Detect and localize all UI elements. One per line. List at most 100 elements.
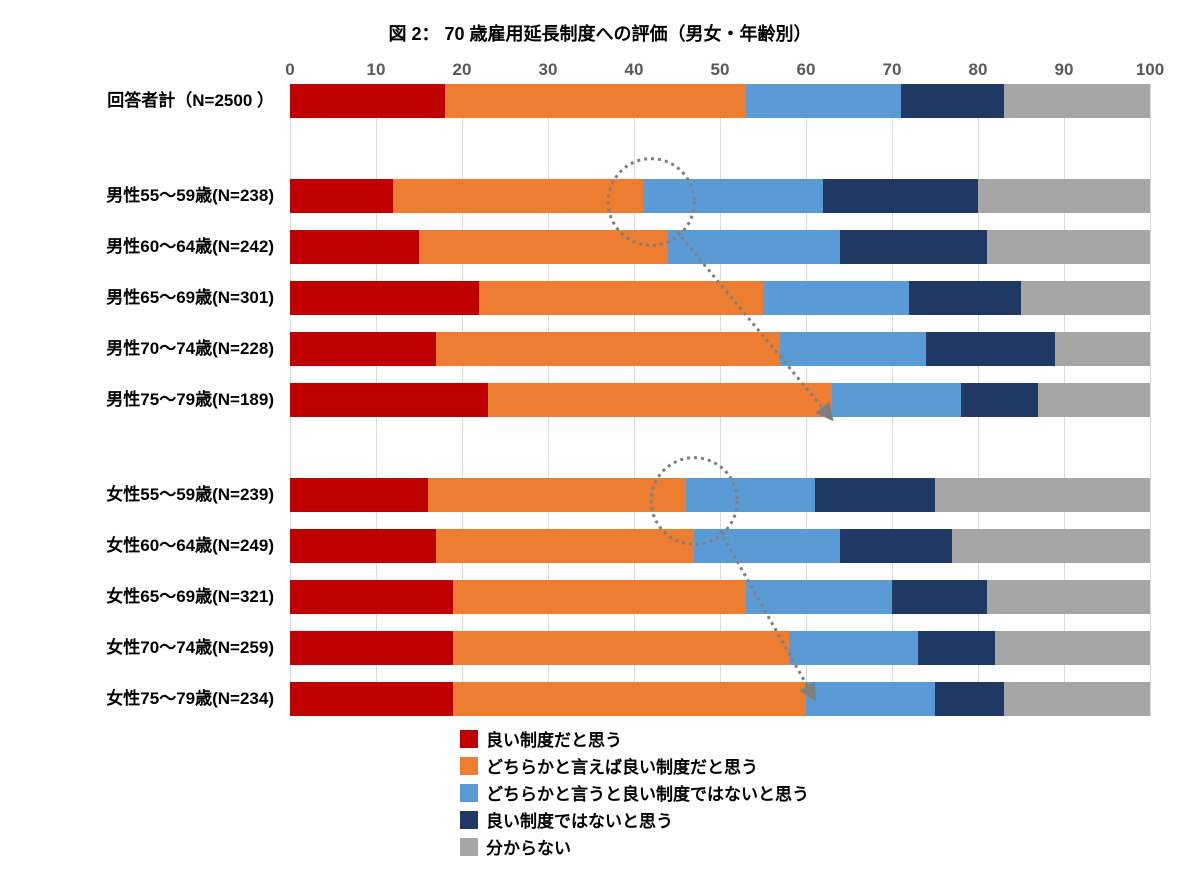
bar-segment bbox=[290, 478, 428, 512]
legend-label: 分からない bbox=[486, 834, 571, 859]
bar-segment bbox=[290, 682, 453, 716]
legend: 良い制度だと思うどちらかと言えば良い制度だと思うどちらかと言うと良い制度ではない… bbox=[460, 726, 1170, 859]
bar-stack bbox=[290, 529, 1150, 563]
legend-label: どちらかと言えば良い制度だと思う bbox=[486, 753, 758, 778]
bar-segment bbox=[978, 179, 1150, 213]
bar-stack bbox=[290, 332, 1150, 366]
bar-segment bbox=[815, 478, 935, 512]
legend-label: 良い制度だと思う bbox=[486, 726, 622, 751]
bar-row-label: 女性60～64歳(N=249) bbox=[106, 529, 290, 563]
bar-segment bbox=[428, 478, 686, 512]
bar-segment bbox=[694, 529, 840, 563]
bar-row: 女性75～79歳(N=234) bbox=[290, 682, 1150, 716]
bar-segment bbox=[290, 383, 488, 417]
bar-segment bbox=[892, 580, 987, 614]
plot-area: 回答者計（N=2500 ）男性55～59歳(N=238)男性60～64歳(N=2… bbox=[290, 84, 1150, 716]
group-gap bbox=[290, 434, 1150, 478]
bar-segment bbox=[832, 383, 961, 417]
bar-segment bbox=[686, 478, 815, 512]
bar-segment bbox=[1004, 84, 1150, 118]
bar-segment bbox=[935, 478, 1150, 512]
bar-row-label: 女性55～59歳(N=239) bbox=[106, 478, 290, 512]
bar-segment bbox=[823, 179, 978, 213]
chart-area: （%） 0102030405060708090100 回答者計（N=2500 ）… bbox=[290, 60, 1150, 716]
bar-row: 男性75～79歳(N=189) bbox=[290, 383, 1150, 417]
bar-segment bbox=[1004, 682, 1150, 716]
bar-segment bbox=[987, 580, 1150, 614]
bar-row: 女性60～64歳(N=249) bbox=[290, 529, 1150, 563]
legend-item: どちらかと言うと良い制度ではないと思う bbox=[460, 780, 1170, 805]
bar-segment bbox=[806, 682, 935, 716]
bar-segment bbox=[453, 631, 788, 665]
bar-segment bbox=[1021, 281, 1150, 315]
bar-segment bbox=[935, 682, 1004, 716]
bar-row: 男性55～59歳(N=238) bbox=[290, 179, 1150, 213]
bar-row: 女性70～74歳(N=259) bbox=[290, 631, 1150, 665]
bar-segment bbox=[393, 179, 642, 213]
bar-stack bbox=[290, 281, 1150, 315]
bar-segment bbox=[290, 332, 436, 366]
bar-stack bbox=[290, 84, 1150, 118]
bar-segment bbox=[290, 179, 393, 213]
bar-segment bbox=[290, 580, 453, 614]
bar-row: 男性70～74歳(N=228) bbox=[290, 332, 1150, 366]
bar-segment bbox=[290, 631, 453, 665]
bar-row-label: 男性70～74歳(N=228) bbox=[106, 332, 290, 366]
bar-stack bbox=[290, 383, 1150, 417]
bar-segment bbox=[780, 332, 926, 366]
axis-tick-label: 70 bbox=[883, 60, 902, 80]
legend-label: 良い制度ではないと思う bbox=[486, 807, 673, 832]
bar-segment bbox=[453, 682, 806, 716]
bar-row-label: 男性60～64歳(N=242) bbox=[106, 230, 290, 264]
bar-segment bbox=[901, 84, 1004, 118]
axis-tick-label: 90 bbox=[1055, 60, 1074, 80]
legend-item: 良い制度だと思う bbox=[460, 726, 1170, 751]
bar-stack bbox=[290, 179, 1150, 213]
legend-item: どちらかと言えば良い制度だと思う bbox=[460, 753, 1170, 778]
bar-segment bbox=[746, 84, 901, 118]
axis-tick-label: 60 bbox=[797, 60, 816, 80]
bar-stack bbox=[290, 631, 1150, 665]
bar-segment bbox=[995, 631, 1150, 665]
bar-row-label: 回答者計（N=2500 ） bbox=[107, 84, 290, 118]
bar-segment bbox=[290, 230, 419, 264]
bar-segment bbox=[419, 230, 668, 264]
bar-segment bbox=[987, 230, 1150, 264]
bar-segment bbox=[746, 580, 892, 614]
legend-swatch bbox=[460, 811, 478, 829]
bar-row: 女性65～69歳(N=321) bbox=[290, 580, 1150, 614]
bar-row-label: 男性75～79歳(N=189) bbox=[106, 383, 290, 417]
legend-swatch bbox=[460, 838, 478, 856]
bar-row: 男性60～64歳(N=242) bbox=[290, 230, 1150, 264]
bar-segment bbox=[453, 580, 745, 614]
bar-row-label: 男性55～59歳(N=238) bbox=[106, 179, 290, 213]
gridline bbox=[1150, 84, 1151, 716]
legend-swatch bbox=[460, 784, 478, 802]
bar-segment bbox=[961, 383, 1038, 417]
bar-row-label: 女性75～79歳(N=234) bbox=[106, 682, 290, 716]
bar-row: 女性55～59歳(N=239) bbox=[290, 478, 1150, 512]
bar-segment bbox=[909, 281, 1021, 315]
bar-row-label: 女性70～74歳(N=259) bbox=[106, 631, 290, 665]
legend-swatch bbox=[460, 757, 478, 775]
bar-row: 男性65～69歳(N=301) bbox=[290, 281, 1150, 315]
bar-segment bbox=[840, 230, 986, 264]
bar-stack bbox=[290, 230, 1150, 264]
bar-segment bbox=[763, 281, 909, 315]
axis-tick-label: 30 bbox=[539, 60, 558, 80]
group-gap bbox=[290, 135, 1150, 179]
bar-segment bbox=[436, 332, 780, 366]
axis-tick-label: 50 bbox=[711, 60, 730, 80]
axis-tick-label: 100 bbox=[1136, 60, 1164, 80]
bar-segment bbox=[1038, 383, 1150, 417]
bar-segment bbox=[926, 332, 1055, 366]
axis-tick-label: 40 bbox=[625, 60, 644, 80]
bar-row-label: 男性65～69歳(N=301) bbox=[106, 281, 290, 315]
x-axis: （%） 0102030405060708090100 bbox=[290, 60, 1150, 84]
chart-title: 図 2： 70 歳雇用延長制度への評価（男女・年齢別） bbox=[30, 20, 1170, 46]
bar-segment bbox=[488, 383, 832, 417]
bar-segment bbox=[479, 281, 763, 315]
bar-stack bbox=[290, 682, 1150, 716]
bar-segment bbox=[290, 529, 436, 563]
bar-segment bbox=[918, 631, 995, 665]
